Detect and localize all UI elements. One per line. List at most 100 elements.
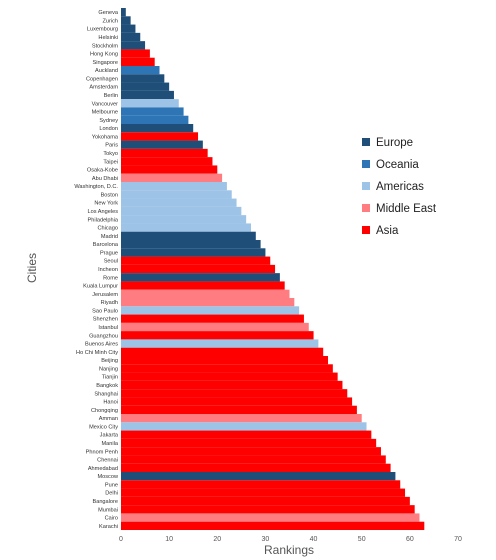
bar-seoul (121, 256, 271, 265)
y-tick-label-hanoi: Hanoi (103, 400, 118, 406)
bar-riyadh (121, 298, 295, 307)
y-tick-label-bangkok: Bangkok (96, 383, 118, 389)
bar-guangzhou (121, 331, 314, 340)
y-tick-label-chennai: Chennai (97, 458, 118, 464)
bar-beijing (121, 356, 329, 365)
y-tick-label-bangalore: Bangalore (92, 499, 118, 505)
bar-auckland (121, 66, 160, 75)
bars-layer (121, 8, 425, 530)
y-tick-label-tianjin: Tianjin (102, 375, 118, 381)
bar-zurich (121, 16, 131, 25)
y-tick-label-los-angeles: Los Angeles (88, 209, 119, 215)
bar-amsterdam (121, 82, 170, 91)
bar-copenhagen (121, 74, 165, 83)
bar-sao-paulo (121, 306, 300, 315)
y-tick-label-yokohama: Yokohama (92, 134, 119, 140)
y-tick-label-singapore: Singapore (92, 60, 118, 66)
y-tick-label-seoul: Seoul (104, 259, 118, 265)
bar-chongqing (121, 405, 357, 414)
bar-karachi (121, 521, 425, 530)
y-tick-label-shenzhen: Shenzhen (93, 317, 118, 323)
bar-jerusalem (121, 289, 290, 298)
bar-paris (121, 140, 203, 149)
legend-swatch-europe (362, 138, 370, 146)
bar-madrid (121, 231, 256, 240)
bar-amman (121, 414, 362, 423)
x-tick-label-50: 50 (358, 536, 366, 543)
y-tick-labels: Geneva Zurich Luxembourg Helsinki Stockholm H… (74, 10, 119, 530)
y-tick-label-guangzhou: Guangzhou (89, 333, 118, 339)
bar-cairo (121, 513, 420, 522)
y-tick-label-new-york: New York (94, 201, 118, 207)
y-tick-label-nanjing: Nanjing (99, 366, 118, 372)
bar-boston (121, 190, 232, 199)
y-tick-label-sao-paulo: Sao Paulo (92, 308, 118, 314)
bar-kuala-lumpur (121, 281, 285, 290)
y-tick-label-delhi: Delhi (105, 491, 118, 497)
y-tick-label-istanbul: Istanbul (98, 325, 118, 331)
x-tick-label-40: 40 (310, 536, 318, 543)
bar-istanbul (121, 322, 309, 332)
bar-chennai (121, 455, 386, 464)
y-tick-label-buenos-aires: Buenos Aires (85, 342, 118, 348)
x-tick-label-30: 30 (262, 536, 270, 543)
legend-label-americas: Americas (376, 181, 424, 193)
bar-ahmedabad (121, 463, 391, 472)
bar-washington-d-c (121, 182, 227, 191)
bar-bangkok (121, 380, 343, 390)
y-tick-label-pune: Pune (105, 482, 118, 488)
bar-shanghai (121, 389, 348, 398)
bar-manila (121, 438, 377, 448)
y-tick-label-riyadh: Riyadh (101, 300, 118, 306)
bar-incheon (121, 264, 276, 274)
bar-osaka-kobe (121, 165, 218, 174)
y-tick-label-melbourne: Melbourne (92, 110, 118, 116)
y-tick-label-sydney: Sydney (99, 118, 118, 124)
x-tick-label-10: 10 (165, 536, 173, 543)
y-tick-label-prague: Prague (100, 250, 118, 256)
y-axis-title: Cities (25, 253, 39, 283)
y-tick-label-zurich: Zurich (102, 18, 118, 24)
bar-ho-chi-minh-city (121, 347, 324, 356)
bar-prague (121, 248, 266, 257)
legend-label-asia: Asia (376, 225, 399, 237)
bar-philadelphia (121, 215, 247, 224)
y-tick-label-taipei: Taipei (103, 159, 118, 165)
y-tick-label-washington-d-c: Washington, D.C. (74, 184, 118, 190)
y-tick-label-ho-chi-minh-city: Ho Chi Minh City (76, 350, 118, 356)
legend-label-oceania: Oceania (376, 159, 419, 171)
y-tick-label-stockholm: Stockholm (92, 43, 118, 49)
bar-geneva (121, 8, 126, 17)
y-tick-label-osaka-kobe: Osaka-Kobe (87, 168, 118, 174)
bar-stockholm (121, 41, 146, 50)
y-tick-label-helsinki: Helsinki (98, 35, 118, 41)
y-tick-label-abu-dhabi: Abu Dhabi (92, 176, 118, 182)
y-tick-label-shanghai: Shanghai (94, 391, 118, 397)
x-axis-title: Rankings (264, 543, 314, 557)
y-tick-label-london: London (99, 126, 118, 132)
y-tick-label-paris: Paris (105, 143, 118, 149)
bar-yokohama (121, 132, 199, 141)
bar-barcelona (121, 240, 261, 249)
y-tick-label-copenhagen: Copenhagen (86, 76, 118, 82)
y-tick-label-jerusalem: Jerusalem (92, 292, 118, 298)
bar-hanoi (121, 397, 353, 406)
bar-pune (121, 480, 401, 489)
legend-label-middle-east: Middle East (376, 203, 437, 215)
y-tick-label-mumbai: Mumbai (98, 507, 118, 513)
bar-singapore (121, 57, 155, 66)
bar-hong-kong (121, 49, 150, 58)
bar-phnom-penh (121, 447, 381, 456)
y-tick-label-moscow: Moscow (97, 474, 118, 480)
y-tick-label-philadelphia: Philadelphia (88, 217, 119, 223)
bar-moscow (121, 472, 396, 481)
x-tick-label-70: 70 (454, 536, 462, 543)
y-tick-label-beijing: Beijing (101, 358, 118, 364)
y-tick-label-luxembourg: Luxembourg (87, 27, 118, 33)
bar-mumbai (121, 505, 415, 514)
legend-swatch-oceania (362, 160, 370, 168)
legend: Europe Oceania Americas Middle East Asia (362, 137, 437, 237)
y-tick-label-manila: Manila (102, 441, 119, 447)
y-tick-label-karachi: Karachi (99, 524, 118, 530)
